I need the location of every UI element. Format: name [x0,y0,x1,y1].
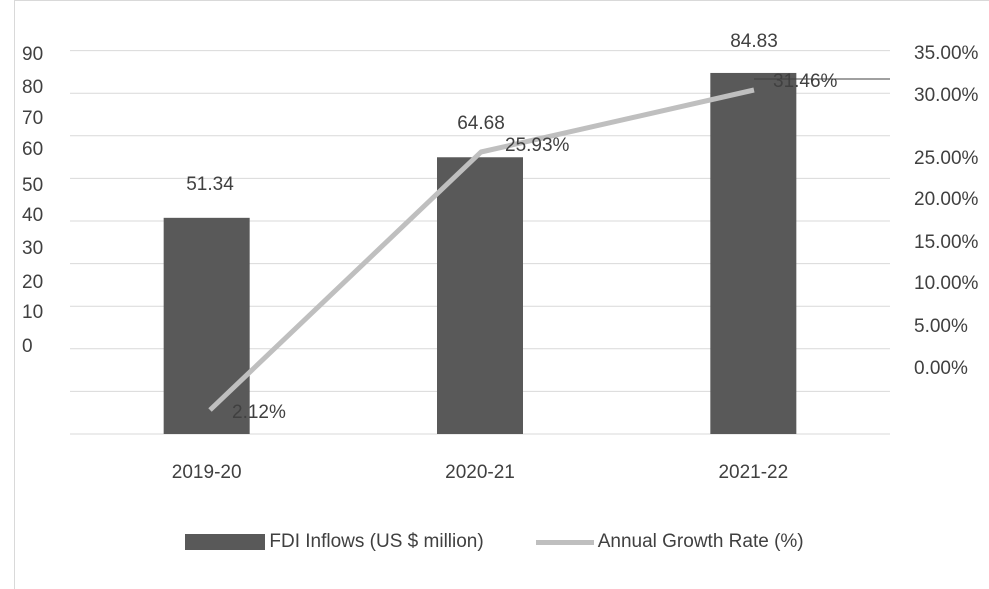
bar-value-label: 84.83 [730,31,778,52]
left-axis-ticks: 90 80 70 60 50 40 30 20 10 0 [22,44,43,357]
legend-line-swatch [535,539,594,545]
legend-label-growth: Annual Growth Rate (%) [597,531,804,552]
x-tick-label: 2020-21 [445,462,515,483]
left-tick-label: 60 [22,139,43,160]
line-value-label: 25.93% [505,135,570,156]
right-tick-label: 20.00% [914,189,979,210]
legend-label-fdi: FDI Inflows (US $ million) [269,531,484,552]
left-tick-label: 90 [22,44,43,65]
growth-line [208,87,755,412]
legend-item-fdi: FDI Inflows (US $ million) [185,531,484,553]
right-tick-label: 35.00% [914,43,979,64]
bar-series [163,72,797,435]
right-tick-label: 30.00% [914,85,979,106]
bar [710,72,797,434]
left-tick-label: 20 [22,272,43,293]
right-tick-label: 15.00% [914,232,979,253]
x-tick-label: 2021-22 [718,462,788,483]
data-labels: 51.34 64.68 84.83 2.12% 25.93% 31.46% [186,31,837,423]
left-tick-label: 80 [22,77,43,98]
line-value-label: 31.46% [773,71,838,92]
line-series [208,78,890,412]
left-tick-label: 70 [22,108,43,129]
right-tick-label: 5.00% [914,316,968,337]
bar [163,217,250,434]
right-tick-label: 0.00% [914,358,968,379]
legend-item-growth: Annual Growth Rate (%) [535,531,804,553]
left-tick-label: 50 [22,175,43,196]
bar-value-label: 64.68 [457,113,505,134]
x-tick-label: 2019-20 [172,462,242,483]
left-tick-label: 0 [22,336,33,357]
right-tick-label: 25.00% [914,148,979,169]
chart-frame [14,0,989,589]
left-tick-label: 40 [22,205,43,226]
legend-bar-swatch [185,534,266,550]
legend: FDI Inflows (US $ million) Annual Growth… [0,531,989,553]
bar-value-label: 51.34 [186,174,234,195]
x-axis-ticks: 2019-20 2020-21 2021-22 [172,462,788,483]
line-value-label: 2.12% [232,402,286,423]
left-tick-label: 30 [22,238,43,259]
left-tick-label: 10 [22,302,43,323]
right-tick-label: 10.00% [914,273,979,294]
right-axis-ticks: 35.00% 30.00% 25.00% 20.00% 15.00% 10.00% 5.00… [914,43,979,379]
bar [437,157,523,435]
